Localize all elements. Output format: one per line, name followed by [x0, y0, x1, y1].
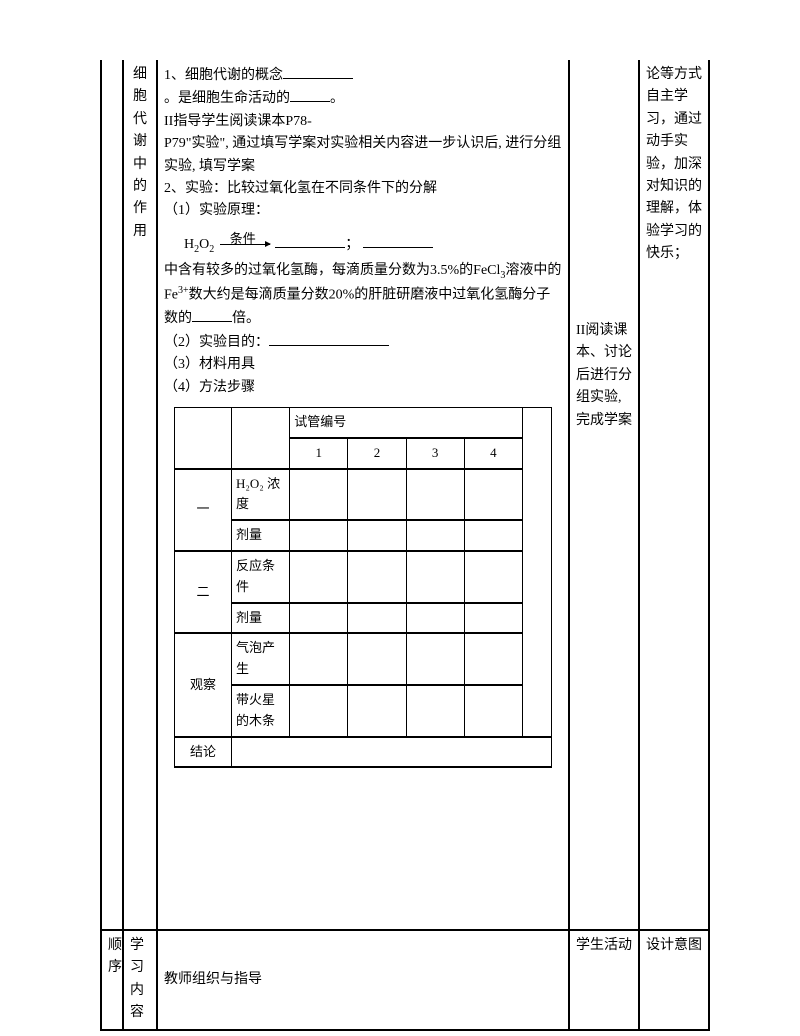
glowing-splint: 带火星的木条 — [232, 685, 290, 737]
reaction-arrow-icon: 条件 — [220, 244, 270, 245]
blank-times[interactable] — [192, 307, 232, 322]
formula-sub2: 2 — [209, 244, 214, 255]
vt-5: 的 — [130, 176, 150, 198]
design-intent-cell: 论等方式自主学习，通过动手实验，加深对知识的理解，体验学习的快乐； — [639, 60, 709, 930]
concept-label: 1、细胞代谢的概念 — [164, 68, 283, 83]
formula-h: H — [184, 237, 194, 252]
vt-7: 用 — [130, 221, 150, 243]
purpose-label: （2）实验目的： — [164, 335, 269, 350]
header-order: 顺序 — [101, 930, 123, 1030]
experiment-title: 2、实验：比较过氧化氢在不同条件下的分解 — [164, 178, 562, 200]
principle-text-a: 中含有较多的过氧化氢酶，每滴质量分数为3.5%的FeCl — [164, 263, 500, 278]
concept-text-c: 。 — [330, 91, 344, 106]
blank-formula-2[interactable] — [363, 233, 433, 248]
tube-1: 1 — [290, 438, 348, 469]
blank-purpose[interactable] — [269, 331, 389, 346]
vt-3: 谢 — [130, 131, 150, 153]
tube-3: 3 — [406, 438, 464, 469]
formula-end: ； — [345, 237, 359, 252]
steps-label: （4）方法步骤 — [164, 377, 562, 399]
teacher-guidance-cell: 1、细胞代谢的概念 。是细胞生命活动的 。 II指导学生阅读课本P78- P79"… — [157, 60, 569, 930]
header-student: 学生活动 — [569, 930, 639, 1030]
vt-1: 胞 — [130, 86, 150, 108]
design-intent-text: 论等方式自主学习，通过动手实验，加深对知识的理解，体验学习的快乐； — [646, 67, 702, 261]
header-content: 学习内容 — [123, 930, 157, 1030]
materials-label: （3）材料用具 — [164, 354, 562, 376]
experiment-table: 试管编号 1 2 3 4 一 H₂O₂ 浓度 剂 — [174, 407, 552, 768]
student-activity-cell: II阅读课本、讨论后进行分组实验, 完成学案 — [569, 60, 639, 930]
student-activity-text: II阅读课本、讨论后进行分组实验, 完成学案 — [576, 323, 632, 428]
instruction-line-2: II指导学生阅读课本P78- — [164, 111, 562, 133]
header-teacher: 教师组织与指导 — [157, 930, 569, 1030]
step-1: 一 — [175, 469, 232, 551]
blank-formula[interactable] — [275, 233, 345, 248]
tube-4: 4 — [464, 438, 522, 469]
vt-2: 代 — [130, 109, 150, 131]
tube-header: 试管编号 — [290, 407, 523, 437]
step-2: 二 — [175, 551, 232, 633]
section-title-cell: 细 胞 代 谢 中 的 作 用 — [123, 60, 157, 930]
vt-0: 细 — [130, 64, 150, 86]
concept-text-b: 。是细胞生命活动的 — [164, 91, 290, 106]
reaction-condition: 反应条件 — [232, 551, 290, 603]
header-intent: 设计意图 — [639, 930, 709, 1030]
conclusion: 结论 — [175, 737, 232, 768]
principle-label: （1）实验原理： — [164, 200, 562, 222]
observe: 观察 — [175, 633, 232, 736]
blank-2[interactable] — [290, 87, 330, 102]
formula-o: O — [199, 237, 209, 252]
blank-1[interactable] — [283, 64, 353, 79]
dosage-1: 剂量 — [232, 520, 290, 551]
dosage-2: 剂量 — [232, 603, 290, 634]
vt-6: 作 — [130, 198, 150, 220]
principle-text-d: 倍。 — [232, 311, 260, 326]
vt-4: 中 — [130, 154, 150, 176]
h2o2-concentration: H₂O₂ 浓度 — [232, 469, 290, 521]
bubble-generation: 气泡产生 — [232, 633, 290, 685]
arrow-label: 条件 — [230, 229, 256, 250]
instruction-line-3: P79"实验", 通过填写学案对实验相关内容进一步认识后, 进行分组实验, 填写… — [164, 133, 562, 178]
tube-2: 2 — [348, 438, 406, 469]
